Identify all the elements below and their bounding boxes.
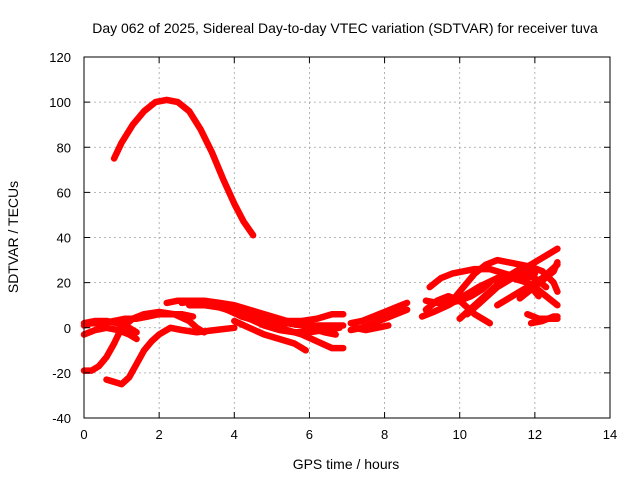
- x-tick-label: 8: [381, 427, 388, 442]
- y-tick-label: -20: [52, 366, 71, 381]
- plot-frame: [83, 56, 611, 419]
- y-tick-label: 0: [64, 321, 71, 336]
- x-tick-label: 2: [156, 427, 163, 442]
- y-tick-label: 80: [57, 140, 71, 155]
- series-line-arc-late-e: [418, 270, 550, 320]
- series-line-arc-7a: [347, 299, 411, 327]
- y-tick-labels: -40 -20 0 20 40 60 80 100 120: [49, 50, 71, 426]
- y-tick-label: 40: [57, 231, 71, 246]
- x-tick-label: 0: [80, 427, 87, 442]
- series-line-arc-mid-f: [231, 317, 309, 354]
- series-line-arc-late-h: [501, 245, 561, 286]
- y-axis-label: SDTVAR / TECUs: [5, 181, 21, 293]
- x-tick-label: 4: [231, 427, 238, 442]
- y-tick-label: 20: [57, 276, 71, 291]
- x-tick-label: 10: [452, 427, 466, 442]
- series-line-arc-late-j: [516, 259, 561, 302]
- grid: [84, 57, 610, 418]
- series-line-arc-7c: [351, 322, 392, 334]
- tick-marks: [83, 56, 611, 419]
- series-line-arc-mid-b: [178, 297, 347, 325]
- series-line-arc-late-b: [426, 265, 561, 309]
- series-line-arc-mid-e: [238, 313, 347, 352]
- y-tick-label: 120: [49, 50, 71, 65]
- series-line-arc-start-diag: [80, 317, 140, 336]
- chart-title: Day 062 of 2025, Sidereal Day-to-day VTE…: [92, 20, 598, 36]
- x-tick-label: 14: [603, 427, 617, 442]
- series-line-arc-late-l: [524, 310, 561, 322]
- x-tick-label: 12: [528, 427, 542, 442]
- y-tick-label: 60: [57, 185, 71, 200]
- series-line-arc-start-low: [80, 324, 140, 343]
- y-tick-label: 100: [49, 95, 71, 110]
- x-axis-label: GPS time / hours: [293, 456, 400, 472]
- x-tick-labels: 0 2 4 6 8 10 12 14: [80, 427, 617, 442]
- series-line-arc-high: [110, 96, 257, 239]
- x-tick-label: 6: [306, 427, 313, 442]
- y-tick-label: -40: [52, 411, 71, 426]
- series-group: [80, 96, 561, 388]
- series-line-arc-neg25: [103, 324, 238, 388]
